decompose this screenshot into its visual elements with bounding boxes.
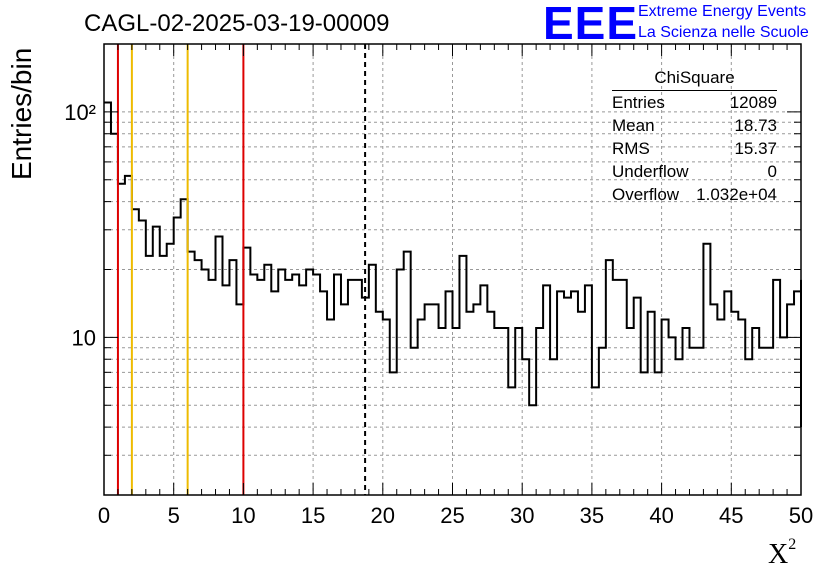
- x-tick-label: 0: [98, 503, 110, 528]
- eee-logo: EEE: [543, 0, 639, 49]
- grid-lines: [104, 44, 801, 495]
- y-tick-label: 10²: [64, 100, 96, 125]
- logo-line-1: Extreme Energy Events: [638, 3, 807, 20]
- x-tick-label: 45: [719, 503, 743, 528]
- chart-title: CAGL-02-2025-03-19-00009: [84, 10, 390, 37]
- x-tick-label: 15: [301, 503, 325, 528]
- x-tick-label: 10: [231, 503, 255, 528]
- stats-row-underflow: Underflow 0: [612, 162, 777, 181]
- x-axis-label: X2: [768, 536, 797, 570]
- axes: 0 5 10 15 20 25 30 35 40 45 50 10 10²: [64, 43, 813, 528]
- x-tick-label: 5: [168, 503, 180, 528]
- x-tick-label: 20: [371, 503, 395, 528]
- stats-row-overflow: Overflow 1.032e+04: [612, 185, 777, 204]
- x-tick-label: 30: [510, 503, 534, 528]
- x-tick-label: 40: [649, 503, 673, 528]
- y-axis-label: Entries/bin: [6, 47, 37, 180]
- y-tick-label: 10: [72, 325, 96, 350]
- stats-row-mean: Mean 18.73: [612, 116, 777, 135]
- x-tick-label: 25: [440, 503, 464, 528]
- logo-line-2: La Scienza nelle Scuole: [638, 24, 809, 41]
- reference-lines: [116, 44, 367, 495]
- stats-box: ChiSquare Entries 12089 Mean 18.73 RMS 15.3…: [612, 68, 777, 206]
- stats-title: ChiSquare: [612, 68, 777, 91]
- histogram-steps: [104, 101, 802, 428]
- stats-row-rms: RMS 15.37: [612, 139, 777, 158]
- x-tick-label: 35: [580, 503, 604, 528]
- histogram-series: [104, 101, 802, 428]
- stats-row-entries: Entries 12089: [612, 93, 777, 112]
- x-tick-label: 50: [789, 503, 813, 528]
